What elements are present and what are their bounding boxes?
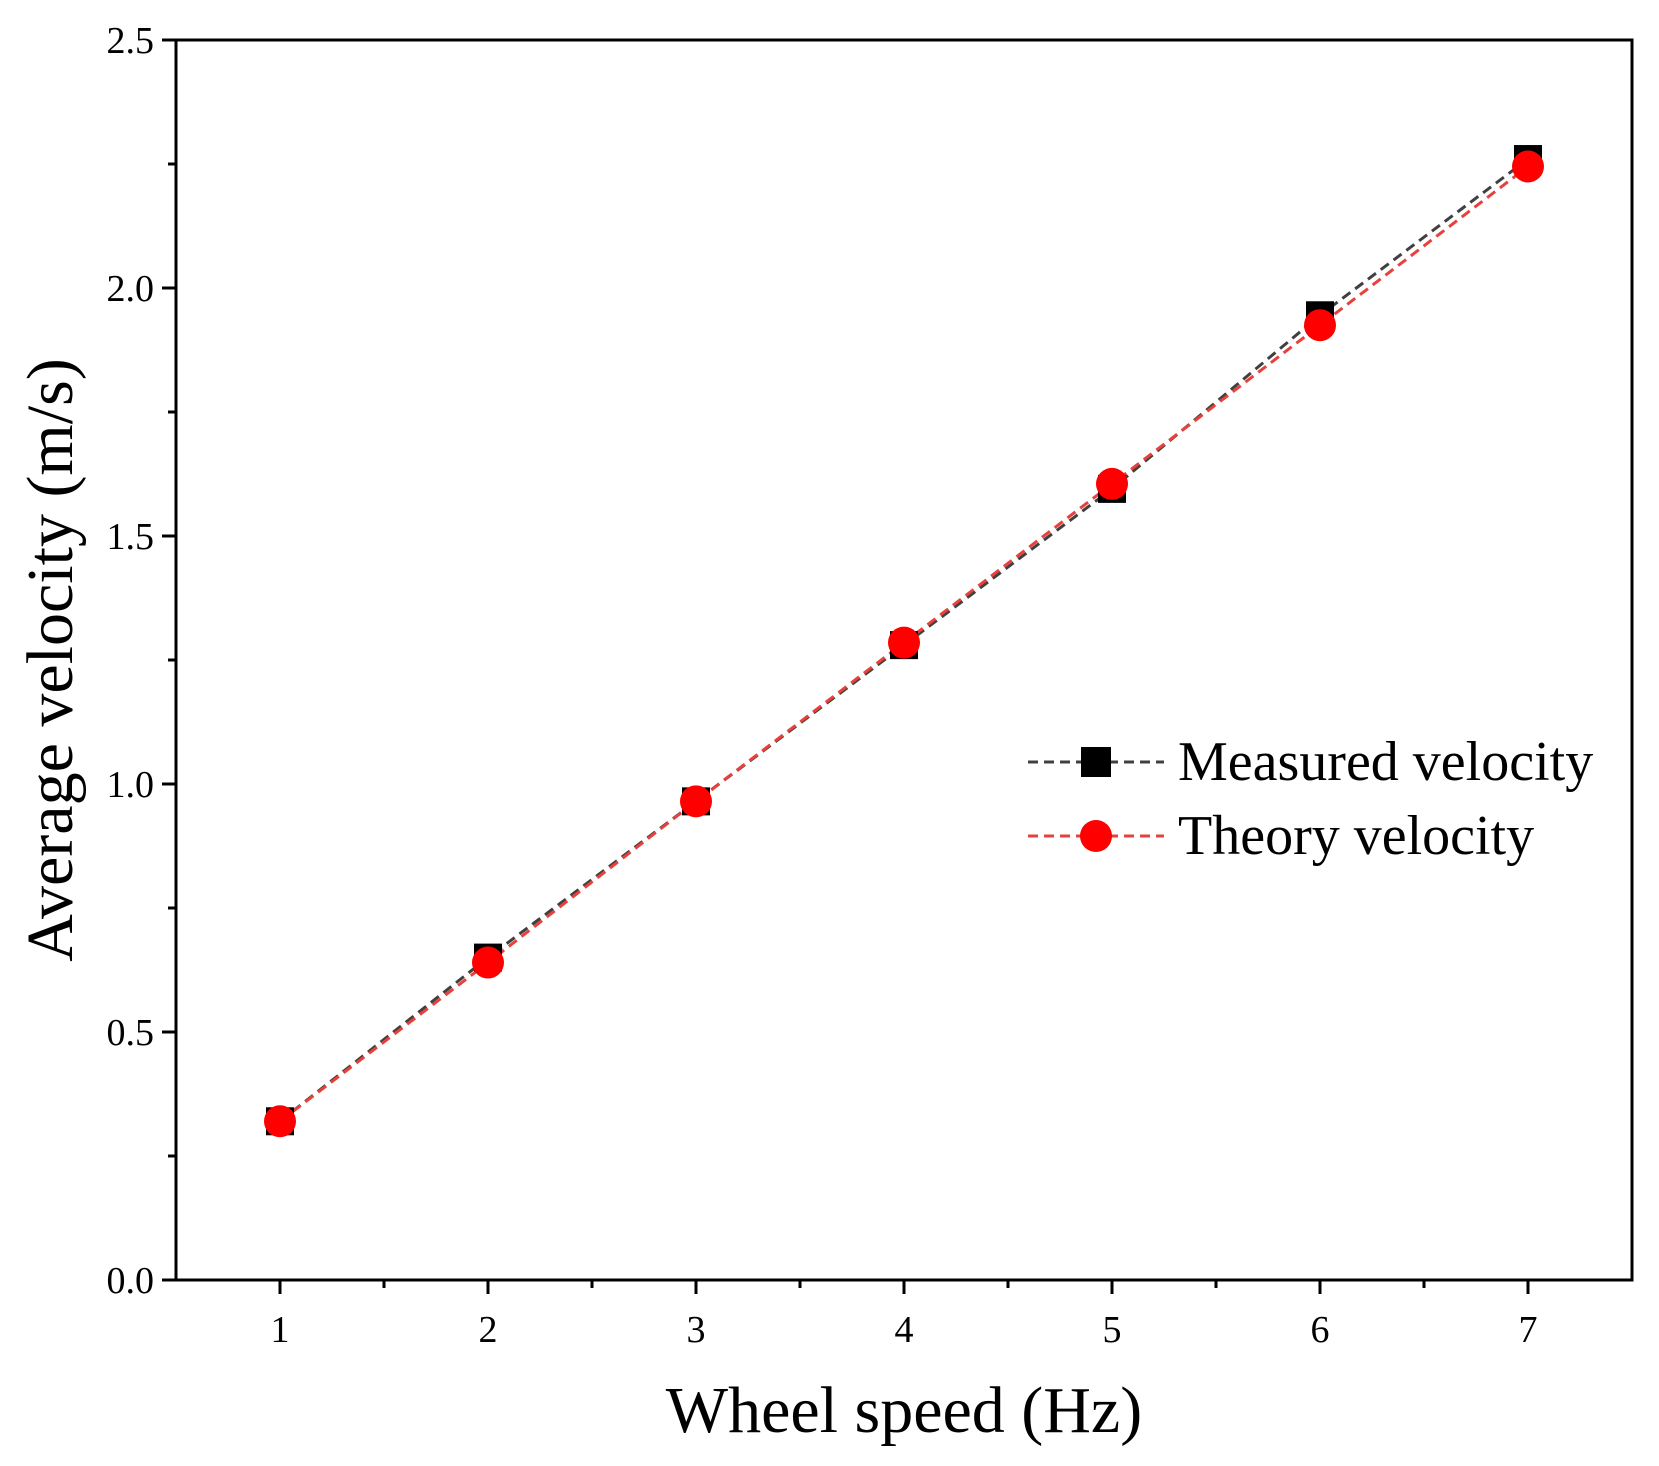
data-point-theory-velocity (1304, 309, 1336, 342)
y-axis-title: Average velocity (m/s) (14, 358, 87, 962)
y-tick-label: 1.0 (107, 764, 155, 806)
x-tick-label: 7 (1519, 1309, 1538, 1351)
legend-marker-theory-velocity (1080, 820, 1112, 852)
data-point-theory-velocity (680, 785, 712, 818)
data-point-theory-velocity (264, 1105, 296, 1138)
y-tick-label: 2.5 (107, 20, 155, 62)
y-tick-label: 2.0 (107, 268, 155, 310)
x-axis-ticks: 1 2 3 4 5 6 7 (271, 1280, 1538, 1351)
data-point-theory-velocity (472, 946, 504, 979)
x-tick-label: 2 (479, 1309, 498, 1351)
y-tick-label: 0.0 (107, 1260, 155, 1302)
data-point-theory-velocity (888, 626, 920, 659)
legend-label-theory-velocity: Theory velocity (1178, 805, 1534, 867)
x-tick-label: 4 (895, 1309, 914, 1351)
x-tick-label: 5 (1103, 1309, 1122, 1351)
y-tick-label: 1.5 (107, 516, 155, 558)
plot-frame (174, 38, 1634, 1282)
series-layer (264, 145, 1544, 1138)
data-point-theory-velocity (1512, 150, 1544, 183)
legend-label-measured-velocity: Measured velocity (1178, 731, 1593, 793)
x-tick-label: 3 (687, 1309, 706, 1351)
legend: Measured velocity Theory velocity (1028, 731, 1593, 867)
x-tick-label: 6 (1311, 1309, 1330, 1351)
y-tick-label: 0.5 (107, 1012, 155, 1054)
x-tick-label: 1 (271, 1309, 290, 1351)
data-point-theory-velocity (1096, 467, 1128, 500)
y-axis-ticks: 0.0 0.5 1.0 1.5 2.0 2.5 (107, 20, 176, 1302)
legend-marker-measured-velocity (1081, 747, 1111, 777)
x-axis-title: Wheel speed (Hz) (666, 1374, 1142, 1447)
